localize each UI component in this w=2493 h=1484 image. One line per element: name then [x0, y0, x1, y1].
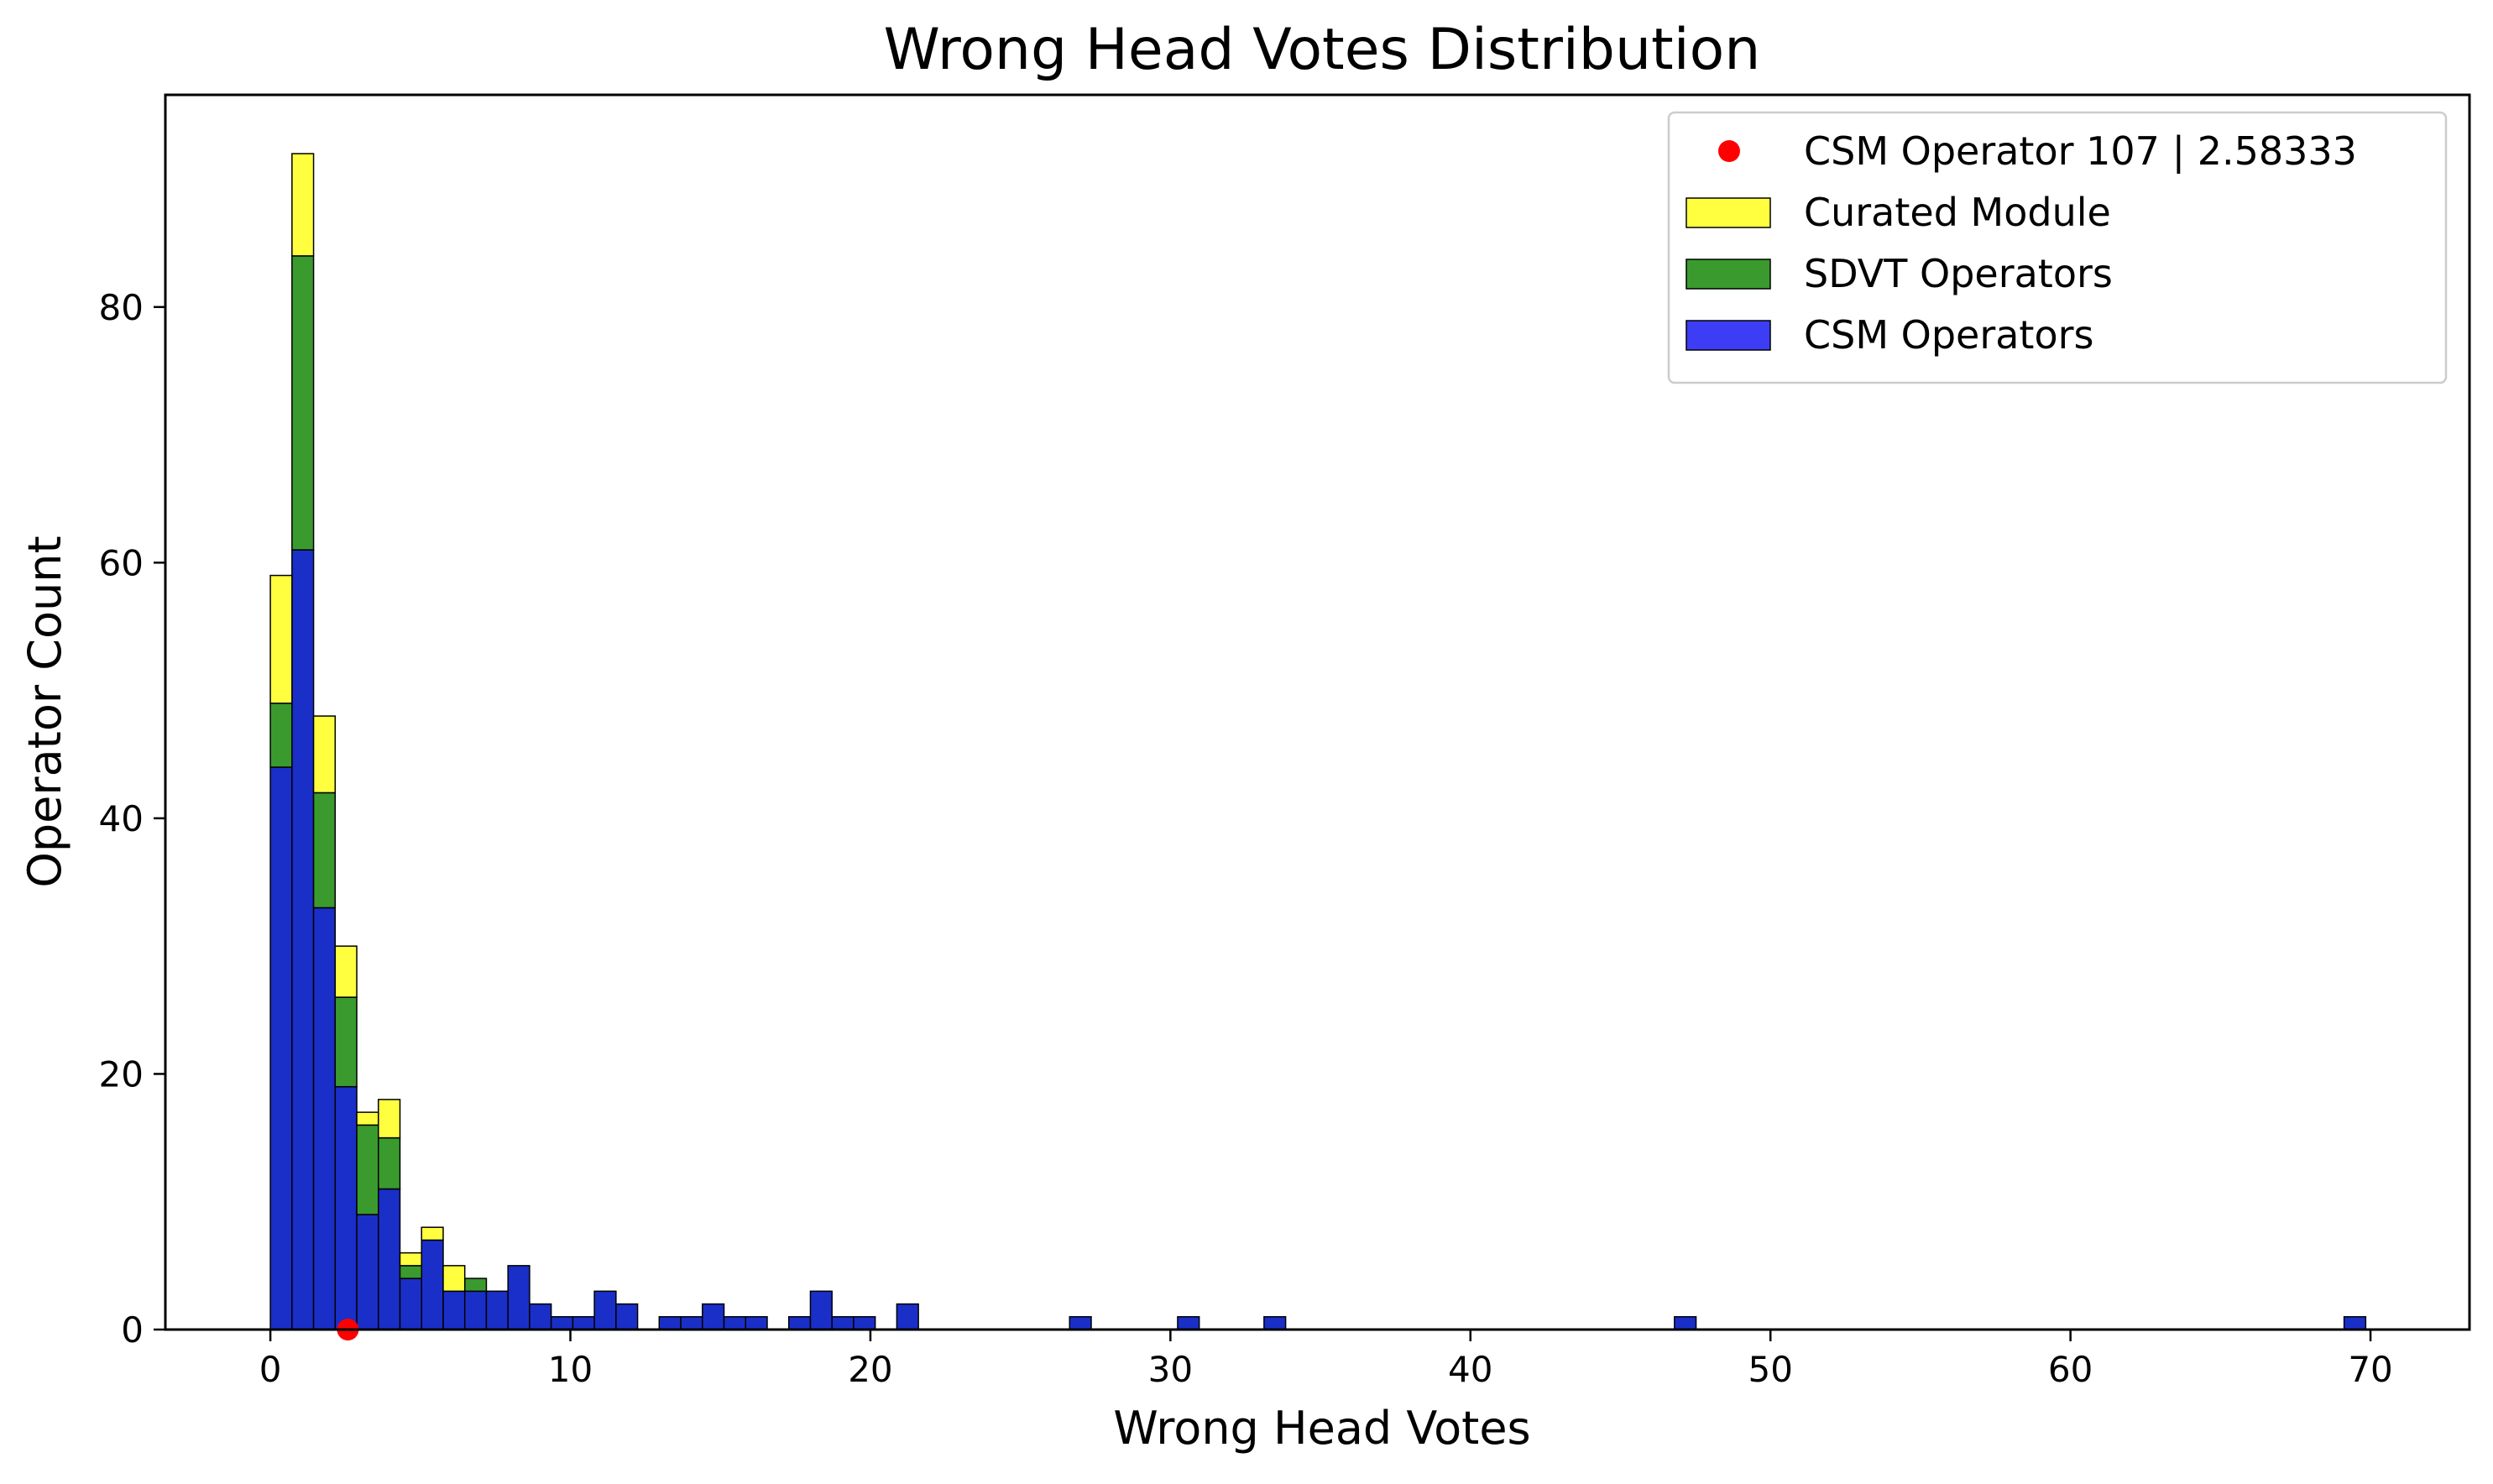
bar-csm-operators-17	[658, 1316, 682, 1330]
x-tick-label-20: 20	[848, 1349, 892, 1390]
bar-csm-operators-25	[853, 1316, 876, 1330]
bar-csm-operators-3	[334, 1085, 358, 1330]
x-tick-label-10: 10	[548, 1349, 593, 1390]
series-curated-module	[269, 153, 466, 1293]
bar-curated-module-8	[442, 1265, 466, 1293]
bar-csm-operators-30	[1674, 1316, 1697, 1330]
bar-csm-operators-23	[809, 1290, 833, 1330]
bar-csm-operators-7	[421, 1239, 444, 1330]
bar-csm-operators-26	[896, 1303, 919, 1330]
bar-sdvt-operators-5	[378, 1137, 401, 1190]
x-tick-label-70: 70	[2348, 1349, 2392, 1390]
bar-csm-operators-10	[485, 1290, 509, 1330]
bar-curated-module-0	[269, 574, 293, 704]
legend: CSM Operator 107 | 2.58333 Curated Module…	[1667, 111, 2448, 384]
bar-csm-operators-9	[463, 1290, 488, 1330]
x-tick-label-60: 60	[2048, 1349, 2093, 1390]
bar-csm-operators-0	[269, 766, 293, 1330]
plot-frame	[164, 93, 2471, 1331]
legend-label: CSM Operator 107 | 2.58333	[1804, 128, 2357, 175]
legend-box	[1667, 111, 2448, 384]
bar-csm-operators-29	[1263, 1316, 1287, 1330]
bar-curated-module-2	[312, 715, 337, 794]
y-tick-label-20: 20	[99, 1053, 144, 1095]
bar-csm-operators-22	[787, 1316, 812, 1330]
bar-csm-operators-2	[312, 907, 337, 1330]
bar-csm-operators-15	[593, 1290, 617, 1330]
chart-title: Wrong Head Votes Distribution	[884, 17, 1761, 83]
bar-csm-operators-11	[507, 1265, 530, 1330]
legend-swatch	[1686, 320, 1771, 351]
legend-entry-csm-operators: CSM Operators	[1686, 312, 2094, 358]
bar-csm-operators-14	[572, 1316, 595, 1330]
bar-curated-module-1	[291, 153, 315, 257]
y-tick-label-0: 0	[121, 1309, 144, 1351]
y-tick-label-40: 40	[99, 798, 144, 839]
y-tick-label-80: 80	[99, 287, 144, 328]
legend-entry-csm-operator-107-2-58333: CSM Operator 107 | 2.58333	[1718, 128, 2357, 175]
x-tick-label-0: 0	[259, 1349, 282, 1390]
bar-csm-operators-5	[378, 1188, 401, 1330]
bar-csm-operators-20	[723, 1316, 747, 1330]
y-axis-ticks: 0 20 40 60 80	[99, 287, 165, 1351]
bar-sdvt-operators-1	[291, 255, 315, 551]
bar-curated-module-5	[378, 1099, 401, 1139]
bar-sdvt-operators-2	[312, 792, 337, 909]
bar-sdvt-operators-0	[269, 703, 293, 768]
x-tick-label-40: 40	[1448, 1349, 1492, 1390]
bar-curated-module-7	[421, 1226, 444, 1241]
bar-sdvt-operators-7	[463, 1278, 488, 1293]
x-axis-ticks: 0 10 20 30 40 50 60 70	[259, 1330, 2393, 1390]
y-tick-label-60: 60	[99, 542, 144, 583]
bar-csm-operators-21	[745, 1316, 768, 1330]
bar-csm-operators-24	[831, 1316, 855, 1330]
bar-csm-operators-31	[2343, 1316, 2367, 1330]
bars-layer	[269, 153, 2367, 1330]
legend-marker-icon	[1718, 140, 1740, 162]
bar-csm-operators-19	[702, 1303, 725, 1330]
legend-swatch	[1686, 197, 1771, 228]
bar-curated-module-3	[334, 945, 358, 998]
bar-csm-operators-16	[615, 1303, 639, 1330]
legend-label: SDVT Operators	[1804, 251, 2113, 296]
bar-csm-operators-4	[356, 1214, 379, 1330]
legend-label: Curated Module	[1804, 190, 2111, 235]
bar-csm-operators-6	[399, 1278, 422, 1330]
x-axis-label: Wrong Head Votes	[1113, 1402, 1530, 1455]
x-tick-label-50: 50	[1748, 1349, 1792, 1390]
bar-sdvt-operators-4	[356, 1124, 379, 1215]
bar-csm-operators-27	[1069, 1316, 1092, 1330]
bar-sdvt-operators-3	[334, 996, 358, 1088]
x-tick-label-30: 30	[1148, 1349, 1193, 1390]
bar-curated-module-6	[399, 1251, 422, 1267]
bar-csm-operators-1	[291, 549, 315, 1330]
bar-curated-module-4	[356, 1111, 379, 1126]
bar-csm-operators-13	[550, 1316, 574, 1330]
legend-entry-sdvt-operators: SDVT Operators	[1686, 251, 2113, 296]
legend-entry-curated-module: Curated Module	[1686, 190, 2111, 235]
bar-csm-operators-28	[1177, 1316, 1200, 1330]
bar-csm-operators-8	[442, 1290, 466, 1330]
bar-sdvt-operators-6	[399, 1265, 422, 1279]
y-axis-label: Operator Count	[18, 536, 71, 887]
legend-swatch	[1686, 259, 1771, 290]
bar-csm-operators-18	[680, 1316, 703, 1330]
legend-label: CSM Operators	[1804, 312, 2094, 358]
bar-csm-operators-12	[529, 1303, 552, 1330]
